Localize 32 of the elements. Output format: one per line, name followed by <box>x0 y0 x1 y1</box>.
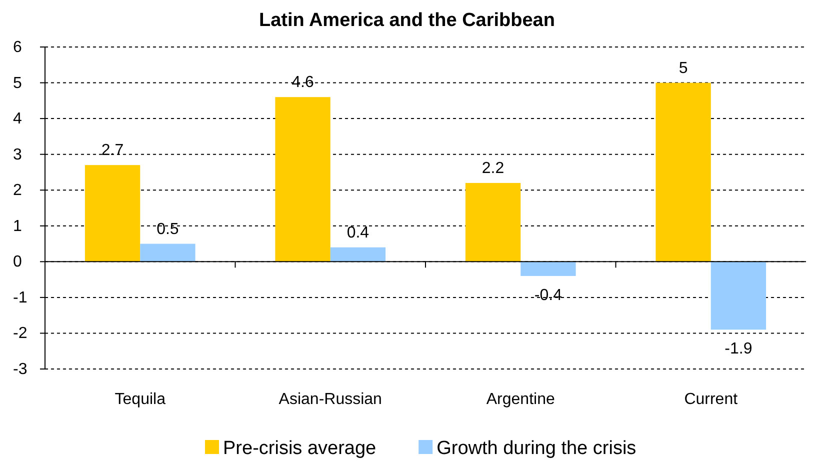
y-tick-label: -1 <box>13 289 28 306</box>
bar <box>656 82 711 262</box>
x-tick-label: Argentine <box>486 391 555 408</box>
y-tick-label: 3 <box>13 146 22 164</box>
data-label: 2.2 <box>482 160 504 177</box>
data-label: -0.4 <box>534 286 562 304</box>
bar <box>275 97 330 262</box>
bar <box>710 262 766 330</box>
y-tick-label: 6 <box>13 39 22 56</box>
x-tick-label: Current <box>684 391 738 408</box>
data-label: -1.9 <box>724 340 752 358</box>
legend-label: Growth during the crisis <box>436 438 636 459</box>
bar <box>520 262 576 276</box>
y-tick-label: 1 <box>13 218 22 235</box>
y-tick-label: 2 <box>13 182 22 200</box>
bar <box>330 247 386 262</box>
data-label: 4.6 <box>292 74 314 92</box>
y-tick-label: 4 <box>13 110 22 128</box>
y-tick-label: -3 <box>13 361 28 378</box>
bar <box>465 182 521 262</box>
data-label: 0.4 <box>346 224 370 242</box>
y-tick-label: 5 <box>13 74 22 92</box>
y-tick-label: -2 <box>13 325 28 342</box>
chart-title: Latin America and the Caribbean <box>259 10 555 31</box>
bar <box>84 165 140 262</box>
legend-label: Pre-crisis average <box>223 438 376 459</box>
bar <box>140 244 196 262</box>
data-label: 0.5 <box>156 220 179 238</box>
data-label: 5 <box>678 60 688 77</box>
x-tick-label: Asian-Russian <box>278 391 382 408</box>
y-tick-label: 0 <box>13 254 22 271</box>
x-tick-label: Tequila <box>114 391 166 408</box>
